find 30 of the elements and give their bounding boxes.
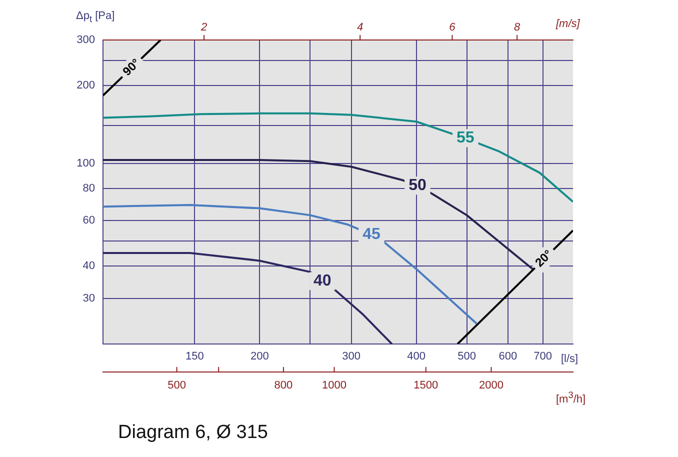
text: 20°: [532, 246, 556, 270]
y-tick-label: 300: [76, 34, 95, 46]
x-tick-label: 500: [458, 350, 476, 363]
text: [m/s]: [556, 18, 580, 30]
y-tick-label: 40: [82, 260, 95, 272]
text: 90°: [120, 56, 143, 79]
y-axis-title: Δp$_{t}$ [Pa]: [76, 10, 115, 24]
x-tick-label: 700: [534, 350, 552, 363]
text: 2: [200, 22, 208, 34]
text: 2000: [478, 380, 504, 392]
text: [m$^{3}$/h]: [556, 390, 586, 406]
text: 4: [357, 22, 364, 34]
text: 800: [274, 380, 293, 392]
x-axis-title: [l/s]: [561, 353, 578, 365]
text: 1000: [322, 380, 346, 392]
text: 500: [168, 380, 186, 392]
text: 1500: [414, 380, 438, 392]
y-tick-label: 80: [82, 182, 95, 194]
x-tick-label: 400: [407, 350, 426, 363]
x-tick-label: 600: [498, 350, 518, 363]
y-tick-label: 30: [82, 292, 95, 305]
text: 8: [514, 22, 522, 34]
y-tick-label: 200: [76, 80, 95, 92]
text: Diagram 6, Ø 315: [118, 422, 268, 444]
y-tick-label: 60: [82, 214, 95, 227]
x-tick-label: 300: [342, 350, 360, 363]
x-tick-label: 200: [250, 350, 269, 363]
y-tick-label: 100: [76, 157, 95, 170]
x-tick-label: 150: [185, 350, 204, 363]
text: 6: [449, 22, 456, 34]
